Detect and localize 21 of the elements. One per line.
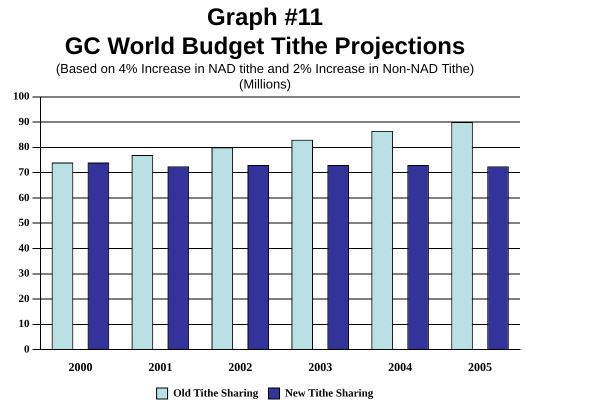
- y-tick-label: 40: [18, 242, 30, 254]
- y-tick-label: 20: [18, 292, 30, 305]
- x-tick-label: 2000: [68, 360, 92, 374]
- x-tick-label: 2004: [388, 360, 412, 374]
- x-tick-label: 2002: [228, 360, 252, 374]
- chart-subtitle: (Based on 4% Increase in NAD tithe and 2% Increase in Non-NAD Tithe) (Millions): [56, 60, 474, 92]
- legend-label: New Tithe Sharing: [284, 387, 374, 400]
- x-tick-label: 2001: [148, 360, 172, 374]
- x-tick-label: 2003: [308, 360, 332, 374]
- y-tick-label: 10: [18, 318, 30, 330]
- y-tick-label: 70: [18, 166, 30, 178]
- y-tick-label: 30: [18, 268, 30, 280]
- y-tick-label: 100: [13, 90, 30, 103]
- y-tick-label: 60: [18, 192, 30, 204]
- y-tick-label: 50: [18, 217, 30, 230]
- x-tick-label: 2005: [468, 360, 492, 374]
- legend-label: Old Tithe Sharing: [173, 387, 259, 400]
- y-tick-label: 0: [24, 343, 30, 356]
- y-tick-label: 90: [18, 116, 30, 128]
- chart-title: Graph #11 GC World Budget Tithe Projections: [64, 4, 466, 60]
- y-tick-label: 80: [18, 141, 30, 154]
